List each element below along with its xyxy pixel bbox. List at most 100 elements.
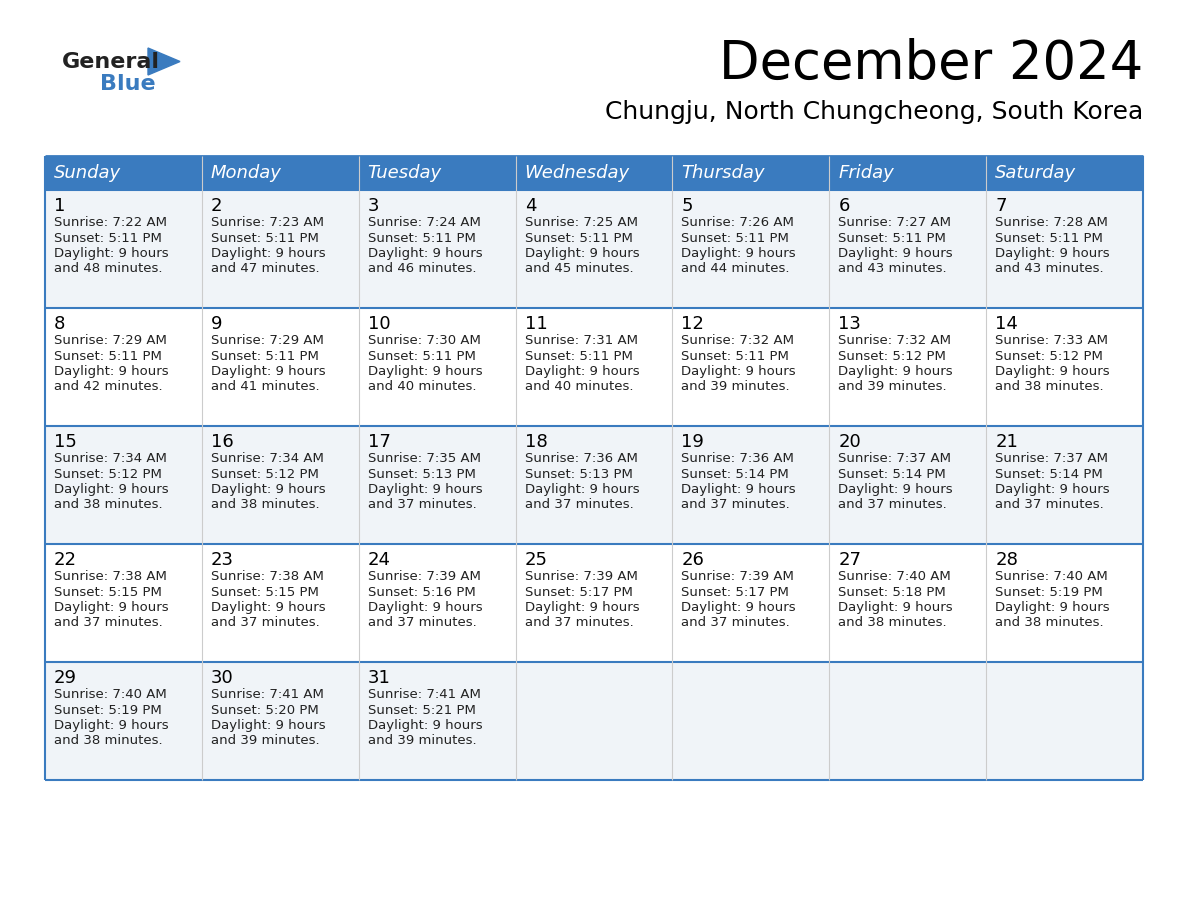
Text: 25: 25	[525, 551, 548, 569]
Text: Sunset: 5:13 PM: Sunset: 5:13 PM	[368, 467, 475, 480]
Text: Sunset: 5:12 PM: Sunset: 5:12 PM	[53, 467, 162, 480]
Text: Daylight: 9 hours: Daylight: 9 hours	[525, 483, 639, 496]
Bar	[45, 544, 1143, 662]
Text: Daylight: 9 hours: Daylight: 9 hours	[368, 483, 482, 496]
Text: 24: 24	[368, 551, 391, 569]
Text: Sunset: 5:17 PM: Sunset: 5:17 PM	[525, 586, 632, 599]
Text: Sunrise: 7:36 AM: Sunrise: 7:36 AM	[682, 452, 795, 465]
Text: Sunrise: 7:29 AM: Sunrise: 7:29 AM	[53, 334, 166, 347]
Text: and 37 minutes.: and 37 minutes.	[368, 498, 476, 511]
Text: Sunset: 5:11 PM: Sunset: 5:11 PM	[682, 231, 789, 244]
Text: Sunrise: 7:22 AM: Sunrise: 7:22 AM	[53, 216, 168, 229]
Text: 30: 30	[210, 669, 234, 687]
Bar	[45, 308, 1143, 426]
Bar	[829, 156, 986, 190]
Text: Sunrise: 7:40 AM: Sunrise: 7:40 AM	[996, 570, 1108, 583]
Text: Sunrise: 7:35 AM: Sunrise: 7:35 AM	[368, 452, 481, 465]
Text: 14: 14	[996, 315, 1018, 333]
Text: and 37 minutes.: and 37 minutes.	[682, 498, 790, 511]
Text: Sunset: 5:11 PM: Sunset: 5:11 PM	[839, 231, 946, 244]
Text: and 43 minutes.: and 43 minutes.	[839, 263, 947, 275]
Text: Sunrise: 7:39 AM: Sunrise: 7:39 AM	[682, 570, 795, 583]
Text: #222222: #222222	[62, 51, 69, 52]
Text: Sunset: 5:11 PM: Sunset: 5:11 PM	[368, 350, 475, 363]
Text: Sunrise: 7:38 AM: Sunrise: 7:38 AM	[53, 570, 166, 583]
Text: Daylight: 9 hours: Daylight: 9 hours	[996, 365, 1110, 378]
Text: and 37 minutes.: and 37 minutes.	[682, 617, 790, 630]
Text: and 40 minutes.: and 40 minutes.	[525, 380, 633, 394]
Text: and 40 minutes.: and 40 minutes.	[368, 380, 476, 394]
Polygon shape	[148, 48, 181, 75]
Text: Wednesday: Wednesday	[525, 164, 630, 182]
Text: 22: 22	[53, 551, 77, 569]
Text: 9: 9	[210, 315, 222, 333]
Text: Friday: Friday	[839, 164, 895, 182]
Text: and 38 minutes.: and 38 minutes.	[210, 498, 320, 511]
Text: Sunset: 5:14 PM: Sunset: 5:14 PM	[996, 467, 1102, 480]
Text: Daylight: 9 hours: Daylight: 9 hours	[368, 719, 482, 732]
Text: Sunrise: 7:41 AM: Sunrise: 7:41 AM	[368, 688, 481, 701]
Text: Daylight: 9 hours: Daylight: 9 hours	[682, 365, 796, 378]
Text: Daylight: 9 hours: Daylight: 9 hours	[53, 365, 169, 378]
Text: 29: 29	[53, 669, 77, 687]
Text: Daylight: 9 hours: Daylight: 9 hours	[839, 483, 953, 496]
Text: and 38 minutes.: and 38 minutes.	[996, 380, 1104, 394]
Text: Blue: Blue	[100, 74, 156, 94]
Text: Sunrise: 7:34 AM: Sunrise: 7:34 AM	[210, 452, 324, 465]
Text: Sunset: 5:19 PM: Sunset: 5:19 PM	[53, 703, 162, 717]
Text: Daylight: 9 hours: Daylight: 9 hours	[839, 601, 953, 614]
Text: and 42 minutes.: and 42 minutes.	[53, 380, 163, 394]
Text: Sunrise: 7:37 AM: Sunrise: 7:37 AM	[839, 452, 952, 465]
Text: Sunrise: 7:31 AM: Sunrise: 7:31 AM	[525, 334, 638, 347]
Text: Sunset: 5:15 PM: Sunset: 5:15 PM	[53, 586, 162, 599]
Text: and 37 minutes.: and 37 minutes.	[996, 498, 1104, 511]
Text: Sunset: 5:11 PM: Sunset: 5:11 PM	[525, 231, 632, 244]
Text: Daylight: 9 hours: Daylight: 9 hours	[368, 247, 482, 260]
Text: Sunset: 5:11 PM: Sunset: 5:11 PM	[996, 231, 1102, 244]
Bar	[45, 190, 1143, 308]
Text: Daylight: 9 hours: Daylight: 9 hours	[53, 719, 169, 732]
Text: and 37 minutes.: and 37 minutes.	[368, 617, 476, 630]
Text: and 39 minutes.: and 39 minutes.	[368, 734, 476, 747]
Text: Daylight: 9 hours: Daylight: 9 hours	[53, 247, 169, 260]
Text: Sunset: 5:12 PM: Sunset: 5:12 PM	[839, 350, 946, 363]
Text: and 37 minutes.: and 37 minutes.	[525, 498, 633, 511]
Text: Daylight: 9 hours: Daylight: 9 hours	[210, 719, 326, 732]
Text: Sunday: Sunday	[53, 164, 121, 182]
Text: Saturday: Saturday	[996, 164, 1076, 182]
Text: Sunrise: 7:38 AM: Sunrise: 7:38 AM	[210, 570, 324, 583]
Text: Sunset: 5:11 PM: Sunset: 5:11 PM	[525, 350, 632, 363]
Text: Sunrise: 7:23 AM: Sunrise: 7:23 AM	[210, 216, 324, 229]
Text: 13: 13	[839, 315, 861, 333]
Text: and 37 minutes.: and 37 minutes.	[525, 617, 633, 630]
Bar	[516, 156, 672, 190]
Text: and 44 minutes.: and 44 minutes.	[682, 263, 790, 275]
Text: Sunset: 5:19 PM: Sunset: 5:19 PM	[996, 586, 1102, 599]
Text: Daylight: 9 hours: Daylight: 9 hours	[368, 365, 482, 378]
Text: 8: 8	[53, 315, 65, 333]
Text: Sunrise: 7:26 AM: Sunrise: 7:26 AM	[682, 216, 795, 229]
Text: Sunset: 5:21 PM: Sunset: 5:21 PM	[368, 703, 475, 717]
Text: and 46 minutes.: and 46 minutes.	[368, 263, 476, 275]
Text: 17: 17	[368, 433, 391, 451]
Text: 20: 20	[839, 433, 861, 451]
Text: Chungju, North Chungcheong, South Korea: Chungju, North Chungcheong, South Korea	[605, 100, 1143, 124]
Text: Daylight: 9 hours: Daylight: 9 hours	[53, 483, 169, 496]
Text: and 39 minutes.: and 39 minutes.	[210, 734, 320, 747]
Text: Tuesday: Tuesday	[368, 164, 442, 182]
Text: Sunset: 5:17 PM: Sunset: 5:17 PM	[682, 586, 789, 599]
Text: Sunrise: 7:40 AM: Sunrise: 7:40 AM	[53, 688, 166, 701]
Text: General: General	[62, 52, 160, 72]
Text: Sunrise: 7:40 AM: Sunrise: 7:40 AM	[839, 570, 952, 583]
Text: Sunrise: 7:32 AM: Sunrise: 7:32 AM	[839, 334, 952, 347]
Text: Sunset: 5:16 PM: Sunset: 5:16 PM	[368, 586, 475, 599]
Text: Sunrise: 7:34 AM: Sunrise: 7:34 AM	[53, 452, 166, 465]
Text: Sunrise: 7:41 AM: Sunrise: 7:41 AM	[210, 688, 324, 701]
Text: Sunrise: 7:30 AM: Sunrise: 7:30 AM	[368, 334, 481, 347]
Text: 23: 23	[210, 551, 234, 569]
Text: Daylight: 9 hours: Daylight: 9 hours	[210, 247, 326, 260]
Text: Sunrise: 7:37 AM: Sunrise: 7:37 AM	[996, 452, 1108, 465]
Text: December 2024: December 2024	[719, 38, 1143, 90]
Bar	[45, 662, 1143, 780]
Text: Thursday: Thursday	[682, 164, 765, 182]
